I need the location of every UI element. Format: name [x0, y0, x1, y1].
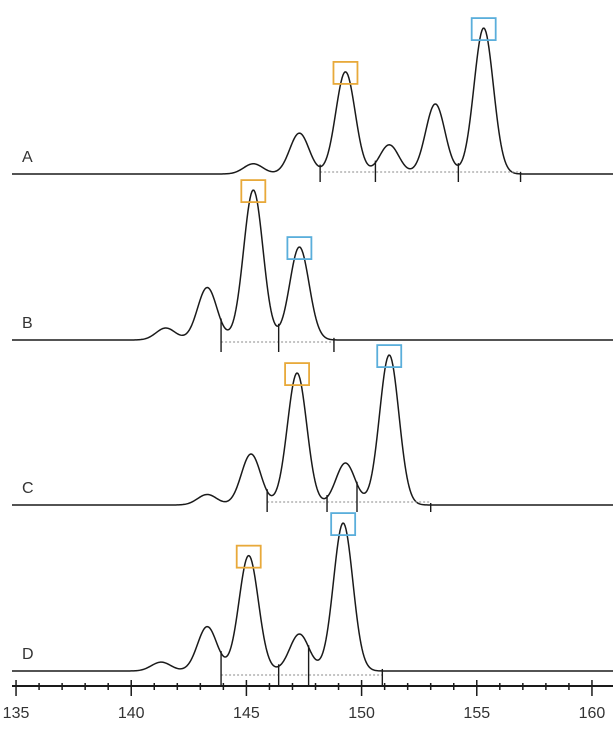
peak-marker-blue [286, 236, 313, 261]
trace-d [12, 522, 613, 672]
panels-layer: A B C D [12, 17, 613, 685]
x-tick-label: 150 [348, 705, 375, 722]
peak-marker-orange [332, 61, 359, 85]
peak-marker-orange [235, 544, 262, 569]
x-tick-label: 155 [463, 705, 490, 722]
peak-marker-blue [376, 344, 403, 369]
trace-a [12, 27, 613, 175]
peak-marker-orange [240, 179, 267, 204]
panel-c: C [12, 344, 613, 512]
panel-label: D [22, 646, 34, 663]
peak-marker-blue [330, 512, 357, 536]
panel-label: C [22, 480, 34, 497]
x-tick-label: 135 [3, 705, 30, 722]
trace-b [12, 189, 613, 341]
x-tick-label: 140 [118, 705, 145, 722]
trace-c [12, 354, 613, 506]
x-tick-label: 160 [579, 705, 606, 722]
panel-d: D [12, 512, 613, 685]
peak-marker-blue [470, 17, 497, 42]
x-tick-label: 145 [233, 705, 260, 722]
x-axis: 135 140 145 150 155 160 [3, 680, 613, 722]
peak-marker-orange [284, 362, 310, 387]
panel-label: A [22, 149, 33, 166]
panel-a: A [12, 17, 613, 182]
panel-b: B [12, 179, 613, 352]
panel-label: B [22, 315, 33, 332]
